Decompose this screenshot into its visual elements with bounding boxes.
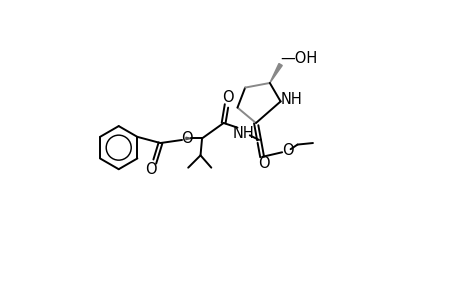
Text: NH: NH [232, 126, 254, 141]
Text: O: O [221, 90, 233, 105]
Text: —OH: —OH [280, 51, 317, 66]
Polygon shape [269, 64, 282, 83]
Text: O: O [181, 131, 193, 146]
Text: NH: NH [280, 92, 302, 107]
Polygon shape [185, 137, 191, 140]
Text: O: O [257, 156, 269, 171]
Text: O: O [281, 143, 293, 158]
Text: O: O [145, 163, 157, 178]
